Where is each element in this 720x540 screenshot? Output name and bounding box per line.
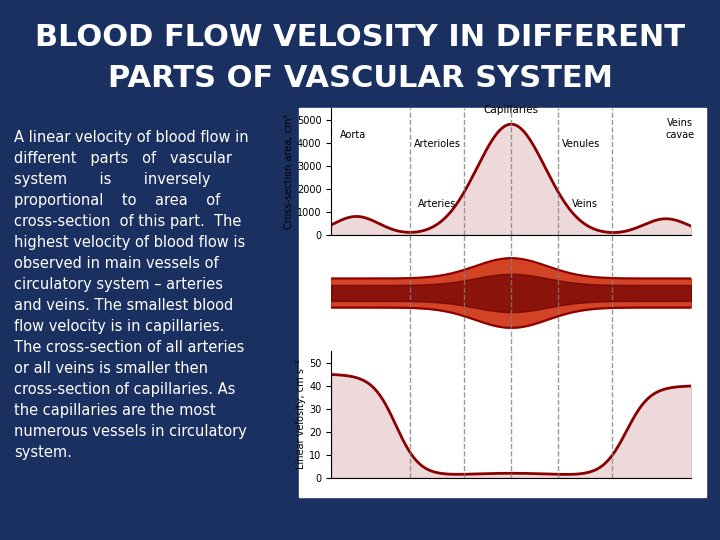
Text: Arterioles: Arterioles	[414, 139, 461, 149]
Text: Capillaries: Capillaries	[484, 105, 539, 114]
Text: Aorta: Aorta	[340, 130, 366, 140]
Y-axis label: Cross-section area, cm²: Cross-section area, cm²	[284, 114, 294, 229]
Text: Venules: Venules	[562, 139, 600, 149]
Text: BLOOD FLOW VELOSITY IN DIFFERENT: BLOOD FLOW VELOSITY IN DIFFERENT	[35, 23, 685, 52]
Y-axis label: Linear velosity, cm s⁻¹: Linear velosity, cm s⁻¹	[297, 360, 306, 469]
Text: Arteries: Arteries	[418, 199, 456, 209]
Text: A linear velocity of blood flow in
different   parts   of   vascular
system     : A linear velocity of blood flow in diffe…	[14, 130, 249, 460]
FancyBboxPatch shape	[299, 108, 706, 497]
Text: Veins: Veins	[572, 199, 598, 209]
Text: Veins
cavae: Veins cavae	[666, 118, 695, 140]
Text: PARTS OF VASCULAR SYSTEM: PARTS OF VASCULAR SYSTEM	[107, 64, 613, 93]
